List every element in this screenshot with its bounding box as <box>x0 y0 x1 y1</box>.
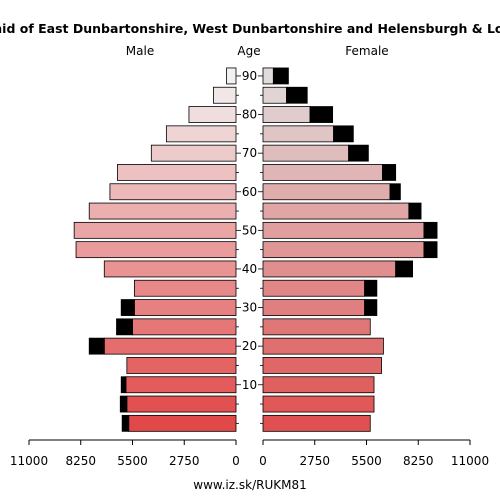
female-bar-50-54 <box>262 221 425 239</box>
male-bar-50-54 <box>73 221 237 239</box>
male-excess-bar-20-24 <box>88 337 105 355</box>
female-excess-bar-45-49 <box>423 241 438 259</box>
age-tick-label: 70 <box>242 146 257 160</box>
age-tick-label: 40 <box>242 262 257 276</box>
male-excess-bar-10-14 <box>120 376 127 394</box>
female-x-tick-label: 2750 <box>299 454 330 468</box>
male-excess-bar-5-9 <box>119 395 128 413</box>
female-bar-15-19 <box>262 357 382 374</box>
female-bar-5-9 <box>262 395 375 413</box>
male-bar-90+ <box>226 67 237 85</box>
male-bar-35-39 <box>133 279 237 297</box>
male-bar-5-9 <box>126 395 237 413</box>
male-bar-15-19 <box>126 357 237 374</box>
male-bar-80-84 <box>188 106 237 123</box>
female-x-tick-label: 5500 <box>351 454 382 468</box>
male-x-tick-label: 0 <box>232 454 240 468</box>
female-bar-35-39 <box>262 279 366 297</box>
female-bar-20-24 <box>262 337 384 355</box>
male-bar-10-14 <box>125 376 237 394</box>
female-bar-25-29 <box>262 318 371 336</box>
female-bar-90+ <box>262 67 274 85</box>
male-x-tick-label: 2750 <box>169 454 200 468</box>
female-excess-bar-70-74 <box>348 144 369 162</box>
female-x-tick-label: 8250 <box>403 454 434 468</box>
female-excess-bar-90+ <box>272 67 289 85</box>
female-bar-65-69 <box>262 164 383 181</box>
female-excess-bar-40-44 <box>395 260 414 278</box>
female-excess-bar-55-59 <box>408 202 422 220</box>
male-bar-40-44 <box>103 260 237 278</box>
male-x-tick-label: 11000 <box>10 454 48 468</box>
age-tick-label: 80 <box>242 108 257 122</box>
female-bar-40-44 <box>262 260 397 278</box>
male-excess-bar-30-34 <box>120 299 135 316</box>
male-label: Male <box>126 44 154 58</box>
female-excess-bar-35-39 <box>364 279 378 297</box>
female-x-tick-label: 0 <box>259 454 267 468</box>
male-bar-70-74 <box>150 144 237 162</box>
age-tick-label: 90 <box>242 69 257 83</box>
female-excess-bar-80-84 <box>309 106 334 123</box>
age-tick-label: 10 <box>242 378 257 392</box>
female-excess-bar-30-34 <box>364 299 378 316</box>
chart-title: Pyramid of East Dunbartonshire, West Dun… <box>0 21 500 36</box>
female-excess-bar-60-64 <box>389 183 401 201</box>
male-excess-bar-25-29 <box>116 318 133 336</box>
male-bar-65-69 <box>117 164 237 181</box>
male-bar-25-29 <box>132 318 237 336</box>
age-tick-label: 60 <box>242 185 257 199</box>
age-tick-label: 50 <box>242 223 257 237</box>
female-bar-0-4 <box>262 414 371 432</box>
male-bar-55-59 <box>88 202 237 220</box>
female-bar-30-34 <box>262 299 366 316</box>
female-x-tick-label: 11000 <box>451 454 489 468</box>
age-tick-label: 20 <box>242 339 257 353</box>
female-excess-bar-65-69 <box>382 164 397 181</box>
male-bar-30-34 <box>133 299 237 316</box>
footer-credit: www.iz.sk/RUKM81 <box>193 478 306 492</box>
male-bar-85-89 <box>213 86 237 104</box>
male-bar-60-64 <box>109 183 237 201</box>
female-excess-bar-75-79 <box>333 125 354 143</box>
axes-layer: 0 0 2750 2750 5500 5500 8250 8250 11000 11000 10 20… <box>10 69 489 468</box>
female-bar-55-59 <box>262 202 410 220</box>
female-bar-75-79 <box>262 125 334 143</box>
female-excess-bar-50-54 <box>423 221 438 239</box>
female-bar-70-74 <box>262 144 350 162</box>
male-x-tick-label: 8250 <box>65 454 96 468</box>
female-label: Female <box>345 44 388 58</box>
female-excess-bar-85-89 <box>286 86 308 104</box>
male-bar-20-24 <box>103 337 237 355</box>
female-bar-45-49 <box>262 241 425 259</box>
age-label: Age <box>237 44 260 58</box>
female-bar-80-84 <box>262 106 311 123</box>
male-bar-0-4 <box>128 414 237 432</box>
female-bar-85-89 <box>262 86 287 104</box>
bars-layer <box>73 67 438 432</box>
female-bar-10-14 <box>262 376 375 394</box>
age-tick-label: 30 <box>242 301 257 315</box>
male-bar-75-79 <box>165 125 237 143</box>
female-bar-60-64 <box>262 183 391 201</box>
male-bar-45-49 <box>75 241 237 259</box>
male-excess-bar-0-4 <box>121 414 130 432</box>
male-x-tick-label: 5500 <box>117 454 148 468</box>
